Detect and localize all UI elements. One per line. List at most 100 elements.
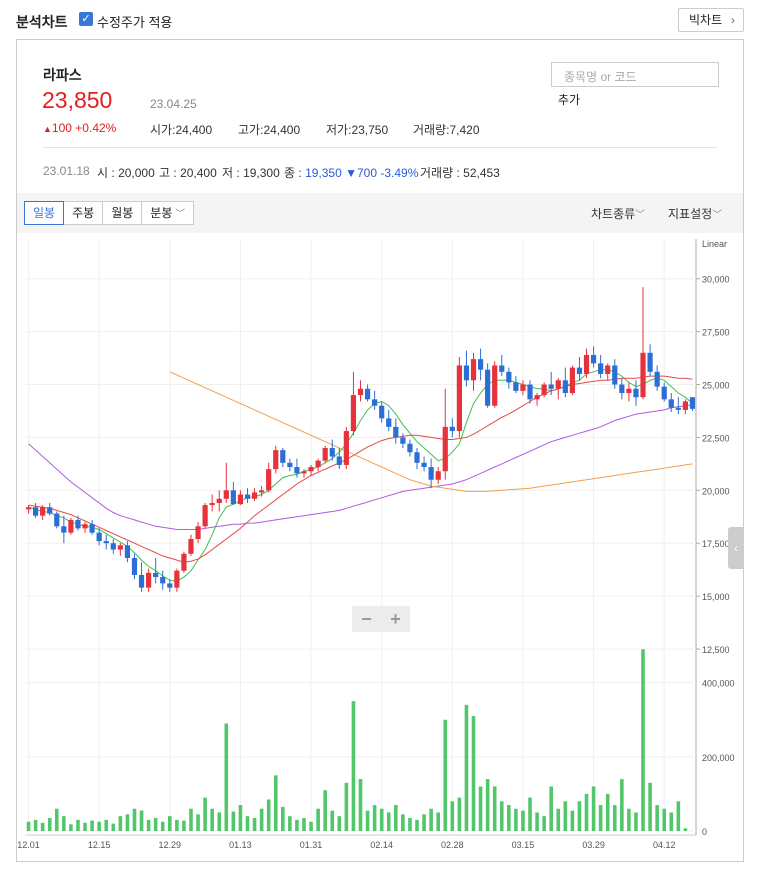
volume-bar — [471, 716, 476, 831]
candle-body — [407, 443, 413, 453]
scale-label: Linear — [702, 239, 727, 249]
volume-bar — [295, 819, 299, 831]
ma60-line — [28, 404, 693, 530]
tab-minute[interactable]: 분봉 ﹀ — [141, 201, 195, 225]
chart-type-dropdown[interactable]: 차트종류﹀ — [591, 205, 645, 222]
volume-bar — [584, 793, 589, 831]
big-chart-button[interactable]: 빅차트 › — [678, 8, 744, 32]
candle-body — [534, 395, 540, 400]
volume-bar — [175, 819, 179, 831]
volume-bar — [358, 779, 363, 831]
x-tick-label: 02.28 — [441, 840, 464, 850]
volume-bar — [54, 808, 59, 831]
x-tick-label: 04.12 — [653, 840, 676, 850]
candle-body — [124, 545, 131, 559]
volume-bar — [167, 816, 172, 831]
volume-bar — [26, 821, 31, 831]
volume-bar — [415, 819, 419, 831]
candle-body — [160, 577, 166, 584]
volume-bar — [189, 808, 193, 831]
y-tick-label: 12,500 — [702, 645, 730, 655]
candle-body — [237, 494, 244, 505]
candle-low-label: 저 — [222, 166, 234, 180]
add-button[interactable]: 추가 — [558, 93, 581, 107]
volume-bar — [627, 808, 631, 831]
open-label: 시가 — [150, 123, 173, 137]
candle-body — [110, 543, 116, 550]
candle-body — [640, 352, 646, 398]
volume-bar — [273, 775, 278, 831]
chart-area[interactable]: 30,000 27,500 25,000 22,500 20,000 17,500 15,0… — [17, 235, 743, 865]
volume-bar — [153, 818, 158, 831]
chevron-down-icon: ﹀ — [712, 210, 723, 221]
candle-body — [153, 572, 159, 578]
volume-bars — [26, 649, 688, 831]
candle-body — [259, 490, 265, 493]
candle-low-value: 19,300 — [243, 166, 280, 180]
candle-body — [25, 507, 32, 510]
volume-bar — [90, 820, 94, 831]
volume-bar — [485, 779, 490, 831]
volume-bar — [337, 816, 342, 831]
volume-bar — [507, 805, 511, 831]
candle-body — [103, 541, 109, 544]
adjusted-price-label[interactable]: 수정주가 적용 — [97, 15, 173, 30]
candle-body — [477, 359, 484, 370]
candle-body — [386, 418, 392, 427]
candle-body — [336, 456, 342, 465]
candle-body — [463, 365, 470, 381]
candle-body — [273, 450, 279, 470]
indicator-settings-dropdown[interactable]: 지표설정﹀ — [668, 205, 722, 222]
candle-body — [315, 460, 321, 468]
candle-body — [442, 426, 448, 472]
volume-bar — [217, 812, 222, 831]
candle-body — [520, 384, 526, 391]
candle-body — [590, 354, 597, 364]
candle-body — [308, 467, 314, 472]
volume-bar — [224, 723, 229, 831]
x-tick-label: 03.15 — [512, 840, 535, 850]
candle-body — [146, 572, 152, 588]
volume-bar — [634, 812, 638, 831]
volume-bar — [69, 824, 73, 831]
candle-body — [654, 371, 660, 387]
zoom-in-button[interactable]: + — [390, 608, 401, 629]
volume-bar — [40, 822, 45, 831]
stock-search-input[interactable]: 종목명 or 코드 — [551, 62, 719, 87]
y-tick-label: 17,500 — [702, 539, 730, 549]
candle-body — [364, 388, 371, 400]
x-tick-label: 01.13 — [229, 840, 252, 850]
candle-body — [343, 431, 349, 465]
volume-bar — [655, 805, 659, 831]
side-panel-toggle[interactable]: ‹ — [728, 527, 744, 569]
volume-bar — [422, 814, 426, 831]
candle-high-label: 고 — [159, 166, 171, 180]
y-tick-label: 27,500 — [702, 328, 730, 338]
up-triangle-icon: ▲ — [43, 124, 52, 134]
zoom-out-button[interactable]: − — [361, 608, 372, 629]
candle-body — [527, 384, 533, 400]
adjusted-price-checkbox[interactable]: ✓ — [79, 12, 93, 26]
volume-bar — [528, 797, 532, 831]
candle-body — [435, 471, 441, 480]
candle-body — [414, 452, 420, 463]
volume-bar — [62, 816, 66, 831]
period-tabs: 일봉 주봉 월봉 분봉 ﹀ — [24, 201, 195, 225]
candle-body — [138, 574, 145, 588]
candle-body — [96, 532, 102, 542]
candle-body — [294, 467, 300, 474]
tab-weekly[interactable]: 주봉 — [63, 201, 104, 225]
x-tick-label: 12.01 — [17, 840, 40, 850]
high-label: 고가 — [238, 123, 261, 137]
candle-body — [82, 524, 88, 529]
tab-minute-label: 분봉 — [150, 206, 173, 220]
volume-tick-label: 200,000 — [702, 753, 735, 763]
candle-body — [223, 490, 229, 499]
volume-bar — [281, 806, 285, 831]
candle-body — [562, 380, 568, 393]
tab-monthly[interactable]: 월봉 — [102, 201, 143, 225]
candle-body — [513, 382, 519, 391]
price-volume-chart[interactable]: 30,000 27,500 25,000 22,500 20,000 17,500 15,0… — [17, 235, 743, 860]
page-title: 분석차트 — [16, 14, 68, 30]
tab-daily[interactable]: 일봉 — [24, 201, 65, 225]
